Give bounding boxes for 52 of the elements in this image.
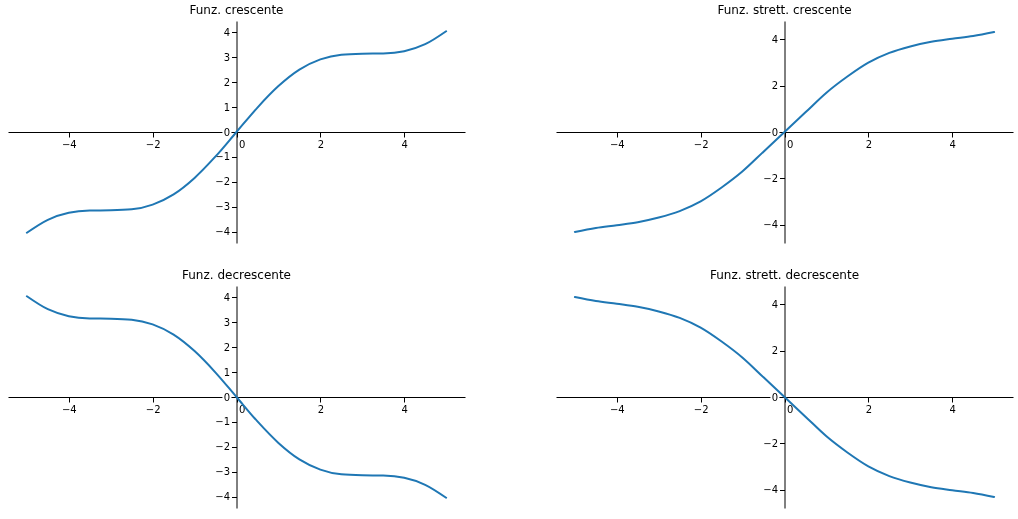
- y-tick-label: 1: [223, 101, 230, 113]
- y-tick-label: −2: [215, 176, 230, 188]
- y-tick-label: −2: [215, 441, 230, 453]
- y-tick-label: 2: [223, 76, 230, 88]
- y-tick-label: −4: [763, 484, 778, 495]
- chart-title: Funz. crescente: [189, 3, 284, 17]
- x-tick-label: 0: [239, 138, 246, 150]
- y-tick-label: −4: [215, 491, 230, 503]
- x-tick-label: 2: [865, 138, 873, 150]
- x-tick-label: 0: [787, 403, 794, 415]
- line-series: [573, 31, 996, 233]
- x-tick-label: −2: [693, 138, 709, 150]
- y-tick-label: −1: [215, 416, 230, 428]
- y-tick-label: 3: [223, 316, 230, 328]
- y-tick-label: 4: [223, 26, 230, 38]
- y-tick-label: −4: [215, 226, 230, 238]
- x-tick-label: −2: [145, 403, 161, 415]
- x-tick-label: 4: [401, 403, 408, 415]
- x-tick-label: 4: [949, 138, 956, 150]
- y-tick-label: 2: [771, 345, 778, 357]
- line-series: [25, 30, 448, 234]
- y-tick-label: −3: [215, 201, 230, 213]
- x-tick-label: −4: [609, 403, 625, 415]
- x-tick-label: −2: [145, 138, 161, 150]
- x-tick-label: 0: [239, 403, 246, 415]
- x-tick-label: −2: [693, 403, 709, 415]
- chart-title: Funz. strett. decrescente: [709, 268, 860, 282]
- y-tick-label: 1: [223, 366, 230, 378]
- chart-title: Funz. decrescente: [182, 268, 291, 282]
- x-tick-label: 4: [949, 403, 956, 415]
- x-tick-label: 4: [401, 138, 408, 150]
- x-tick-label: −4: [609, 138, 625, 150]
- x-tick-label: 2: [317, 403, 325, 415]
- y-tick-label: −1: [215, 151, 230, 163]
- y-tick-label: 4: [771, 34, 778, 45]
- y-tick-label: −4: [763, 219, 778, 230]
- y-tick-label: 4: [223, 291, 230, 303]
- y-tick-label: −3: [215, 466, 230, 478]
- y-tick-label: 3: [223, 51, 230, 63]
- y-tick-label: 2: [771, 80, 778, 92]
- x-tick-label: −4: [61, 138, 77, 150]
- y-tick-label: 2: [223, 341, 230, 353]
- y-tick-label: 4: [771, 299, 778, 310]
- x-tick-label: −4: [61, 403, 77, 415]
- line-series: [573, 296, 996, 498]
- x-tick-label: 2: [865, 403, 873, 415]
- chart-title: Funz. strett. crescente: [717, 3, 852, 17]
- x-tick-label: 0: [787, 138, 794, 150]
- line-series: [25, 295, 448, 499]
- x-tick-label: 2: [317, 138, 325, 150]
- y-tick-label: −2: [763, 172, 778, 184]
- y-tick-label: −2: [763, 437, 778, 449]
